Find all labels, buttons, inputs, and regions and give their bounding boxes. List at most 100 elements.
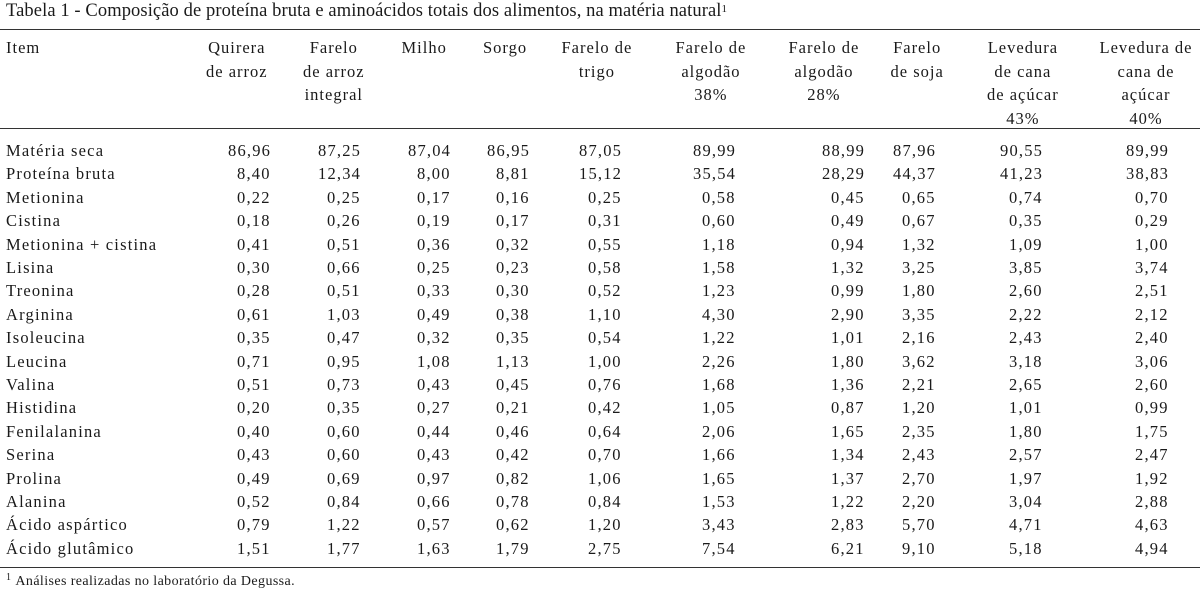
- cell-value: 3,18: [1009, 351, 1043, 371]
- cell-value: 3,85: [1009, 258, 1043, 277]
- cell-value: 0,76: [588, 375, 622, 394]
- cell-value: 0,95: [327, 351, 361, 371]
- cell-value: 86,96: [228, 141, 272, 160]
- table-row: Lisina 0,30 0,66 0,25 0,23 0,58 1,58 1,32 3,25 3,…: [0, 256, 1200, 280]
- row-label: Treonina: [6, 281, 75, 301]
- cell-value: 0,32: [496, 234, 530, 254]
- cell-value: 9,10: [902, 538, 936, 558]
- cell-value: 2,83: [831, 515, 865, 535]
- cell-value: 2,26: [702, 351, 736, 371]
- header-col-1: Quirera de arroz: [206, 38, 268, 81]
- row-label: Isoleucina: [6, 328, 86, 348]
- cell-value: 2,60: [1009, 281, 1043, 301]
- row-label: Ácido aspártico: [6, 515, 129, 535]
- cell-value: 0,64: [588, 421, 622, 441]
- table-row: Proteína bruta 8,40 12,34 8,00 8,81 15,12 35,5…: [0, 162, 1200, 186]
- cell-value: 8,81: [496, 164, 530, 184]
- cell-value: 0,49: [417, 304, 451, 324]
- cell-value: 0,58: [702, 187, 736, 207]
- cell-value: 0,70: [588, 445, 622, 465]
- row-label: Alanina: [6, 492, 67, 511]
- table-row: Prolina 0,49 0,69 0,97 0,82 1,06 1,65 1,37 2,70 1…: [0, 467, 1200, 491]
- cell-value: 0,45: [831, 187, 865, 207]
- cell-value: 0,69: [327, 468, 361, 488]
- cell-value: 0,19: [417, 211, 451, 231]
- cell-value: 0,41: [237, 234, 271, 254]
- cell-value: 1,79: [496, 538, 530, 558]
- cell-value: 3,25: [902, 258, 936, 277]
- table-row: Metionina + cistina 0,41 0,51 0,36 0,32 0,55 1…: [0, 233, 1200, 257]
- cell-value: 0,54: [588, 328, 622, 348]
- cell-value: 2,22: [1009, 304, 1043, 324]
- cell-value: 1,22: [327, 515, 361, 535]
- cell-value: 5,18: [1009, 538, 1043, 558]
- header-col-10: Levedura de cana de açúcar 40%: [1099, 38, 1193, 128]
- cell-value: 3,35: [902, 304, 936, 324]
- row-label: Fenilalanina: [6, 421, 102, 441]
- row-label: Valina: [6, 375, 56, 394]
- cell-value: 2,06: [702, 421, 736, 441]
- cell-value: 0,51: [327, 234, 361, 254]
- cell-value: 12,34: [318, 164, 362, 184]
- cell-value: 1,00: [1135, 234, 1169, 254]
- cell-value: 2,43: [1009, 328, 1043, 348]
- cell-value: 0,23: [496, 258, 530, 277]
- cell-value: 0,74: [1009, 187, 1043, 207]
- cell-value: 3,74: [1135, 258, 1169, 277]
- cell-value: 0,26: [327, 211, 361, 231]
- cell-value: 87,25: [318, 141, 362, 160]
- row-label: Prolina: [6, 468, 63, 488]
- cell-value: 0,47: [327, 328, 361, 348]
- cell-value: 44,37: [893, 164, 937, 184]
- cell-value: 1,92: [1135, 468, 1169, 488]
- cell-value: 89,99: [693, 141, 737, 160]
- cell-value: 87,04: [408, 141, 452, 160]
- table-row: Treonina 0,28 0,51 0,33 0,30 0,52 1,23 0,99 1,80…: [0, 279, 1200, 303]
- table-row: Fenilalanina 0,40 0,60 0,44 0,46 0,64 2,06 1,65…: [0, 420, 1200, 444]
- cell-value: 0,35: [496, 328, 530, 348]
- row-label: Matéria seca: [6, 141, 105, 160]
- cell-value: 0,20: [237, 398, 271, 418]
- cell-value: 0,44: [417, 421, 451, 441]
- cell-value: 1,20: [588, 515, 622, 535]
- cell-value: 1,08: [417, 351, 451, 371]
- cell-value: 0,60: [702, 211, 736, 231]
- cell-value: 0,17: [496, 211, 530, 231]
- cell-value: 2,43: [902, 445, 936, 465]
- cell-value: 0,28: [237, 281, 271, 301]
- cell-value: 0,84: [327, 492, 361, 511]
- cell-value: 0,67: [902, 211, 936, 231]
- cell-value: 1,75: [1135, 421, 1169, 441]
- cell-value: 2,75: [588, 538, 622, 558]
- cell-value: 0,25: [417, 258, 451, 277]
- row-label: Lisina: [6, 258, 55, 277]
- table-row: Histidina 0,20 0,35 0,27 0,21 0,42 1,05 0,87 1,2…: [0, 396, 1200, 420]
- cell-value: 0,82: [496, 468, 530, 488]
- cell-value: 3,62: [902, 351, 936, 371]
- cell-value: 1,18: [702, 234, 736, 254]
- cell-value: 0,79: [237, 515, 271, 535]
- cell-value: 0,17: [417, 187, 451, 207]
- cell-value: 41,23: [1000, 164, 1044, 184]
- cell-value: 1,23: [702, 281, 736, 301]
- cell-value: 1,65: [702, 468, 736, 488]
- cell-value: 5,70: [902, 515, 936, 535]
- header-col-6: Farelo de algodão 38%: [675, 38, 747, 104]
- cell-value: 8,40: [237, 164, 271, 184]
- cell-value: 0,73: [327, 375, 361, 394]
- header-item: Item: [6, 38, 41, 57]
- cell-value: 1,06: [588, 468, 622, 488]
- cell-value: 0,30: [237, 258, 271, 277]
- footnote-text: Análises realizadas no laboratório da De…: [15, 574, 296, 589]
- cell-value: 0,27: [417, 398, 451, 418]
- cell-value: 1,68: [702, 375, 736, 394]
- cell-value: 0,61: [237, 304, 271, 324]
- cell-value: 0,51: [237, 375, 271, 394]
- cell-value: 38,83: [1126, 164, 1170, 184]
- cell-value: 0,38: [496, 304, 530, 324]
- cell-value: 0,97: [417, 468, 451, 488]
- cell-value: 1,77: [327, 538, 361, 558]
- row-label: Ácido glutâmico: [6, 538, 135, 558]
- cell-value: 2,12: [1135, 304, 1169, 324]
- cell-value: 1,01: [1009, 398, 1043, 418]
